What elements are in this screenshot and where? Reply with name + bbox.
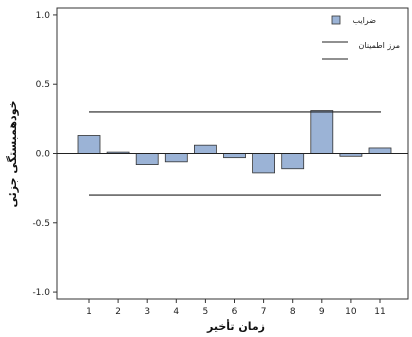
bar-lag-1 bbox=[77, 135, 101, 154]
x-tick-label: 3 bbox=[144, 307, 150, 317]
x-tick-label: 8 bbox=[290, 307, 296, 317]
y-tick-label: 0.0 bbox=[36, 150, 51, 160]
legend-label-confidence: مرز اطمینان bbox=[359, 41, 400, 50]
x-axis-title: زمان تأخير bbox=[206, 319, 265, 333]
bar-lag-8 bbox=[281, 153, 305, 170]
legend: ضرایب مرز اطمینان bbox=[322, 15, 400, 60]
y-tick-label: 1.0 bbox=[36, 11, 51, 21]
bars-group bbox=[77, 110, 392, 174]
legend-swatch-coefficients bbox=[331, 15, 341, 25]
y-axis-ticks: -1.0 -0.5 0.0 0.5 1.0 bbox=[32, 11, 57, 298]
x-axis-ticks: 1 2 3 4 5 6 7 8 9 10 11 bbox=[86, 299, 386, 317]
bar-lag-7 bbox=[252, 153, 276, 174]
bar-lag-11 bbox=[368, 147, 392, 154]
bar-lag-6 bbox=[223, 153, 246, 159]
x-tick-label: 11 bbox=[374, 307, 385, 317]
bar-lag-5 bbox=[193, 144, 217, 154]
y-axis-title: خودهمبستگی جزئی bbox=[6, 100, 19, 207]
y-tick-label: -1.0 bbox=[32, 288, 50, 298]
x-tick-label: 2 bbox=[115, 307, 121, 317]
x-tick-label: 1 bbox=[86, 307, 92, 317]
y-tick-label: -0.5 bbox=[32, 219, 50, 229]
x-tick-label: 7 bbox=[261, 307, 267, 317]
bar-lag-9 bbox=[310, 110, 334, 154]
x-tick-label: 6 bbox=[232, 307, 238, 317]
x-tick-label: 4 bbox=[173, 307, 179, 317]
y-tick-label: 0.5 bbox=[36, 80, 50, 90]
x-tick-label: 9 bbox=[319, 307, 325, 317]
bar-lag-4 bbox=[164, 153, 188, 163]
bar-lag-3 bbox=[135, 153, 159, 165]
x-tick-label: 5 bbox=[203, 307, 209, 317]
x-tick-label: 10 bbox=[345, 307, 357, 317]
legend-label-coefficients: ضرایب bbox=[352, 16, 376, 25]
